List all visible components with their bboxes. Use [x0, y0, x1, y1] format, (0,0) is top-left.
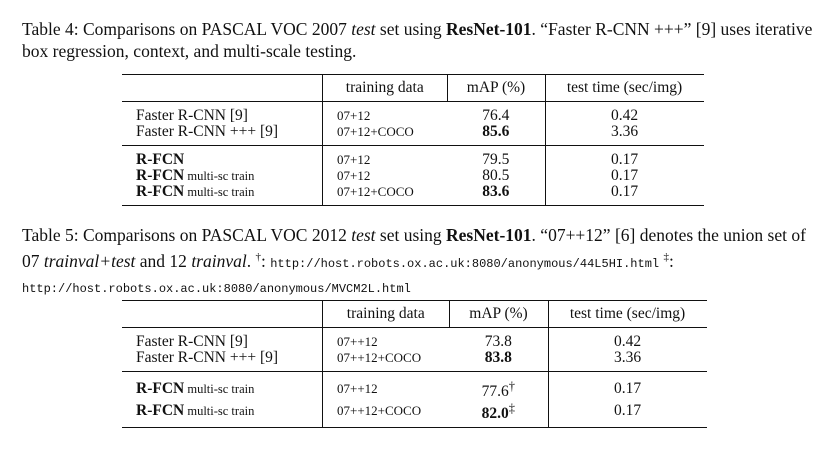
method-cell: R-FCN [136, 183, 185, 200]
table-row: Faster R-CNN [9] 07++12 73.8 0.42 [122, 327, 707, 350]
map-cell: 80.5 [482, 167, 510, 184]
header-training-data: training data [322, 300, 449, 328]
header-test-time: test time (sec/img) [547, 300, 707, 328]
map-cell-best: 83.6 [482, 183, 510, 200]
training-data-cell: 07++12 [322, 371, 449, 401]
header-method [122, 301, 323, 328]
header-test-time: test time (sec/img) [544, 74, 704, 102]
dagger-mark: † [255, 251, 261, 263]
table-row: Faster R-CNN +++ [9] 07++12+COCO 83.8 3.… [122, 350, 707, 372]
training-data-cell: 07++12 [322, 327, 449, 350]
training-data-cell: 07++12+COCO [322, 400, 449, 428]
table4-label: Table 4: [22, 19, 79, 39]
table-header-row: training data mAP (%) test time (sec/img… [122, 74, 704, 102]
map-cell-best: 83.8 [484, 349, 512, 366]
footnote-url-1[interactable]: http://host.robots.ox.ac.uk:8080/anonymo… [270, 256, 660, 271]
method-cell: R-FCN [136, 402, 185, 420]
table-row: R-FCN multi-sc train 07++12+COCO 82.0‡ 0… [122, 400, 707, 428]
method-suffix: multi-sc train [184, 382, 255, 397]
dagger-mark: † [508, 379, 515, 393]
map-cell: 73.8 [484, 333, 512, 350]
table4-caption-text: . “Faster R-CNN +++” [9] uses iterative … [22, 19, 813, 61]
double-dagger-mark: ‡ [663, 251, 669, 263]
map-cell: 76.4 [482, 107, 510, 124]
double-dagger-mark: ‡ [508, 401, 515, 416]
table5-caption-bold: ResNet-101 [446, 225, 532, 245]
table-row: Faster R-CNN [9] 07+12 76.4 0.42 [122, 101, 704, 124]
time-cell: 0.42 [547, 327, 707, 350]
table5-caption-text: : [668, 250, 674, 271]
table5-caption: Table 5: Comparisons on PASCAL VOC 2012 … [22, 224, 818, 300]
table5-caption-text: Comparisons on PASCAL VOC 2012 [78, 225, 352, 245]
map-cell: 77.6 [481, 383, 509, 401]
table5-caption-italic: test [351, 225, 376, 245]
method-cell: R-FCN [136, 151, 185, 168]
table4-caption-text: Comparisons on PASCAL VOC 2007 [78, 19, 352, 39]
time-cell: 0.17 [547, 400, 707, 428]
table5-caption-italic: trainval+test [43, 250, 136, 271]
time-cell: 0.17 [544, 145, 704, 168]
table-row: R-FCN multi-sc train 07++12 77.6† 0.17 [122, 371, 707, 401]
map-cell-best: 82.0 [481, 405, 509, 423]
table-row: R-FCN multi-sc train 07+12+COCO 83.6 0.1… [122, 184, 704, 206]
table4-caption: Table 4: Comparisons on PASCAL VOC 2007 … [22, 18, 818, 62]
table5-caption-text: set using [375, 225, 447, 245]
table5-caption-text: : [260, 250, 271, 271]
table5: training data mAP (%) test time (sec/img… [122, 300, 707, 428]
time-cell: 0.17 [547, 371, 707, 401]
time-cell: 3.36 [544, 124, 704, 146]
header-map: mAP (%) [448, 300, 548, 328]
time-cell: 0.17 [544, 168, 704, 184]
training-data-cell: 07+12 [322, 101, 447, 124]
header-map: mAP (%) [446, 74, 545, 102]
method-cell: Faster R-CNN [9] [136, 107, 248, 124]
table4: training data mAP (%) test time (sec/img… [122, 74, 704, 206]
table-row: R-FCN 07+12 79.5 0.17 [122, 145, 704, 168]
table-header-row: training data mAP (%) test time (sec/img… [122, 300, 707, 328]
time-cell: 3.36 [547, 350, 707, 372]
method-suffix: multi-sc train [184, 404, 255, 419]
header-method [122, 75, 323, 102]
method-suffix: multi-sc train [184, 185, 255, 199]
map-cell-best: 85.6 [482, 123, 510, 140]
method-cell: R-FCN [136, 167, 185, 184]
training-data-cell: 07+12 [322, 145, 447, 168]
footnote-url-2[interactable]: http://host.robots.ox.ac.uk:8080/anonymo… [22, 281, 411, 296]
training-data-cell: 07++12+COCO [322, 350, 449, 372]
map-cell: 79.5 [482, 151, 510, 168]
table5-label: Table 5: [22, 225, 79, 245]
table5-caption-italic: trainval [191, 250, 247, 271]
training-data-cell: 07+12+COCO [322, 124, 447, 146]
time-cell: 0.42 [544, 101, 704, 124]
method-cell: R-FCN [136, 380, 185, 398]
table4-caption-italic: test [351, 19, 376, 39]
table5-caption-text: . [246, 250, 256, 271]
training-data-cell: 07+12+COCO [322, 184, 447, 206]
table4-caption-text: set using [375, 19, 447, 39]
header-training-data: training data [322, 74, 447, 102]
method-cell: Faster R-CNN [9] [136, 333, 248, 350]
table5-caption-text: and 12 [135, 250, 192, 271]
table-row: Faster R-CNN +++ [9] 07+12+COCO 85.6 3.3… [122, 124, 704, 146]
table4-caption-bold: ResNet-101 [446, 19, 532, 39]
method-cell: Faster R-CNN +++ [9] [136, 123, 279, 140]
table5-caption-text: . “07++12” [6] denotes the union set of … [22, 225, 806, 271]
table-row: R-FCN multi-sc train 07+12 80.5 0.17 [122, 168, 704, 184]
method-cell: Faster R-CNN +++ [9] [136, 349, 279, 366]
time-cell: 0.17 [544, 184, 704, 206]
training-data-cell: 07+12 [322, 168, 447, 184]
method-suffix: multi-sc train [184, 169, 255, 183]
